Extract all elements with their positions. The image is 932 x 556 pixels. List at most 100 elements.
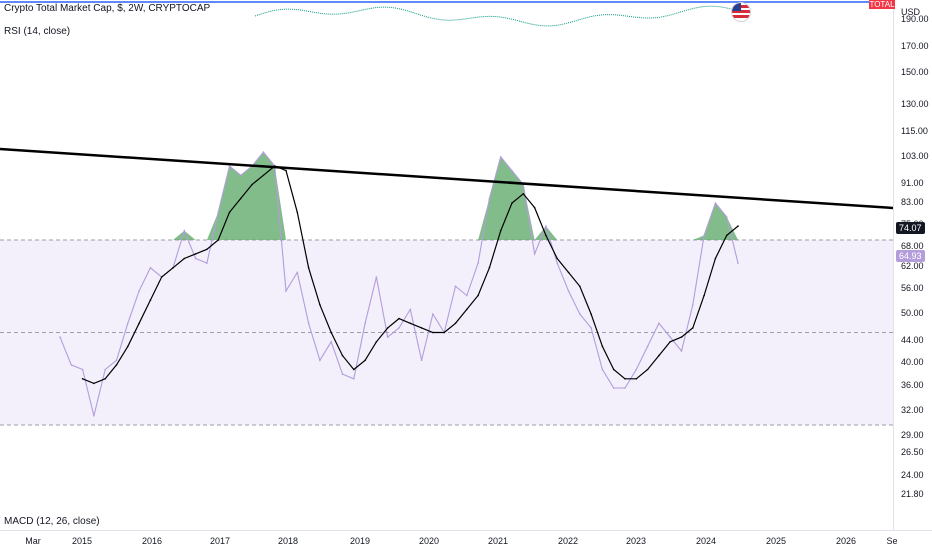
- rsi-point: [624, 387, 626, 389]
- rsi-point: [93, 415, 95, 417]
- rsi-ma-point: [646, 368, 649, 371]
- price-tick: 115.00: [901, 126, 928, 136]
- currency-label[interactable]: USD: [901, 7, 921, 17]
- rsi-ma-point: [228, 211, 231, 214]
- rsi-point: [183, 230, 186, 232]
- rsi-point: [104, 368, 106, 371]
- price-tick: 44.00: [901, 335, 924, 345]
- rsi-point: [737, 262, 739, 264]
- rsi-ma-point: [601, 345, 604, 348]
- last-value-badge: 74.07: [896, 222, 925, 234]
- rsi-point: [127, 322, 129, 325]
- rsi-point: [409, 308, 412, 311]
- rsi-ma-point: [737, 225, 739, 227]
- rsi-point: [545, 225, 547, 227]
- trendline-layer[interactable]: [0, 147, 894, 210]
- time-tick: 2024: [696, 536, 716, 546]
- rsi-ma-point: [692, 327, 694, 329]
- time-tick: 2025: [766, 536, 786, 546]
- rsi-ma-point: [398, 317, 400, 320]
- price-tick: 91.00: [901, 178, 924, 188]
- rsi-ma-point: [127, 345, 129, 348]
- rsi-ma-point: [194, 253, 197, 255]
- time-axis-ticks: Mar 2015 2016 2017 2018 2019 2020 2021 2022 2023 2…: [25, 536, 897, 546]
- macd-indicator-label[interactable]: MACD (12, 26, close): [4, 516, 100, 527]
- rsi-point: [138, 290, 140, 292]
- rsi-ma-point: [240, 197, 242, 200]
- mini-price-series: [254, 5, 739, 27]
- rsi-point: [364, 322, 366, 325]
- price-tick: 56.00: [901, 283, 924, 293]
- rsi-point: [206, 262, 208, 264]
- rsi-ma-point: [545, 234, 547, 237]
- rsi-point: [386, 336, 389, 338]
- rsi-ma-point: [466, 308, 468, 311]
- series-layer: [59, 151, 739, 417]
- rsi-ma-point: [432, 331, 434, 334]
- rsi-point: [692, 304, 694, 306]
- rsi-ma-point: [262, 174, 265, 177]
- rsi-point: [353, 378, 355, 380]
- resistance-trendline: [0, 147, 894, 210]
- rsi-ma-point: [172, 267, 174, 269]
- rsi-point: [590, 327, 592, 329]
- rsi-ma-point: [567, 271, 570, 274]
- rsi-ma-point: [714, 257, 717, 260]
- rsi-point: [194, 257, 197, 260]
- rsi-ma-point: [409, 322, 412, 325]
- rsi-ma-point: [364, 359, 366, 362]
- time-tick: 2017: [210, 536, 230, 546]
- rsi-point: [454, 285, 457, 288]
- rsi-ma-point: [499, 230, 502, 232]
- rsi-point: [567, 290, 570, 292]
- time-axis[interactable]: Mar 2015 2016 2017 2018 2019 2020 2021 2022 2023 2…: [0, 530, 932, 551]
- symbol-title[interactable]: Crypto Total Market Cap, $, 2W, CRYPTOCA…: [4, 3, 211, 14]
- rsi-indicator-label[interactable]: RSI (14, close): [4, 26, 71, 37]
- rsi-point: [149, 267, 152, 269]
- rsi-ma-point: [341, 354, 344, 357]
- rsi-ma-point: [115, 364, 118, 366]
- rsi-ma-point: [511, 202, 513, 204]
- rsi-point: [556, 262, 558, 264]
- time-tick: 2018: [278, 536, 298, 546]
- rsi-ma-point: [522, 193, 525, 195]
- rsi-point: [579, 313, 581, 315]
- rsi-point: [488, 197, 491, 200]
- rsi-ma-point: [375, 341, 378, 343]
- rsi-ma-point: [612, 368, 615, 371]
- overbought-fill-4: [692, 203, 738, 240]
- rsi-point: [398, 327, 400, 329]
- price-tick: 50.00: [901, 308, 924, 318]
- rsi-point: [635, 368, 638, 371]
- rsi-ma-point: [296, 211, 299, 214]
- price-tick: 21.80: [901, 489, 924, 499]
- rsi-ma-point: [285, 169, 287, 172]
- rsi-ma-point: [81, 378, 84, 380]
- rsi-point: [714, 202, 717, 204]
- rsi-ma-point: [556, 257, 558, 260]
- price-axis[interactable]: 190.00 170.00 150.00 130.00 115.00 103.00 91.0…: [893, 0, 932, 530]
- rsi-point: [669, 336, 671, 338]
- us-flag-icon[interactable]: [731, 2, 751, 22]
- rsi-ma-point: [206, 248, 208, 251]
- rsi-ma-point: [93, 382, 95, 385]
- rsi-point: [262, 151, 265, 153]
- time-tick: 2021: [488, 536, 508, 546]
- rsi-point: [646, 345, 649, 348]
- rsi-ma-point: [307, 267, 310, 269]
- rsi-ma-point: [533, 206, 536, 209]
- time-tick: 2015: [72, 536, 92, 546]
- time-tick: Mar: [25, 536, 41, 546]
- rsi-point: [341, 373, 344, 375]
- rsi-point: [432, 313, 434, 315]
- rsi-point: [499, 156, 502, 158]
- price-axis-ticks: 190.00 170.00 150.00 130.00 115.00 103.00 91.0…: [901, 14, 929, 499]
- rsi-point: [466, 294, 468, 297]
- price-tick: 24.00: [901, 470, 924, 480]
- time-tick: 2022: [558, 536, 578, 546]
- rsi-point: [307, 322, 310, 325]
- rsi-point: [81, 368, 84, 371]
- rsi-ma-point: [386, 327, 389, 329]
